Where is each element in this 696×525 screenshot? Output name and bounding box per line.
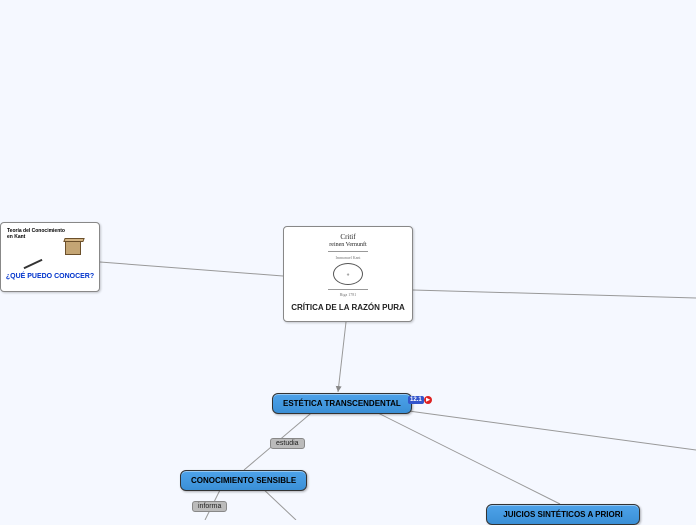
book-title-1: Critif xyxy=(340,233,355,241)
mindmap-canvas[interactable]: Teoría del Conocimiento en Kant ¿QUÉ PUE… xyxy=(0,0,696,520)
edge-label-estudia: estudia xyxy=(270,438,305,449)
node-root-caption: CRÍTICA DE LA RAZÓN PURA xyxy=(290,303,406,312)
node-left-caption: ¿QUÉ PUEDO CONOCER? xyxy=(5,273,95,281)
book-title-2: reinen Vernunft xyxy=(329,242,366,248)
juicios-label: JUICIOS SINTÉTICOS A PRIORI xyxy=(503,510,622,519)
box-icon xyxy=(65,241,81,255)
node-critica-razon-pura[interactable]: Critif reinen Vernunft Immanuel Kant ⚜ R… xyxy=(283,226,413,322)
badge-red-icon[interactable]: ▶ xyxy=(424,396,432,404)
node-que-puedo-conocer[interactable]: Teoría del Conocimiento en Kant ¿QUÉ PUE… xyxy=(0,222,100,292)
node-conocimiento-sensible[interactable]: CONOCIMIENTO SENSIBLE xyxy=(180,470,307,491)
estetica-label: ESTÉTICA TRANSCENDENTAL xyxy=(283,399,401,408)
pencil-icon xyxy=(24,259,43,269)
edge-label-informa: informa xyxy=(192,501,227,512)
kant-theory-image: Teoría del Conocimiento en Kant xyxy=(5,227,95,271)
node-estetica-transcendental[interactable]: ESTÉTICA TRANSCENDENTAL xyxy=(272,393,412,414)
book-stamp: ⚜ xyxy=(333,263,363,285)
badge-12-1[interactable]: 12.1 xyxy=(408,396,424,404)
img-text-2: en Kant xyxy=(7,234,25,240)
node-juicios-sinteticos[interactable]: JUICIOS SINTÉTICOS A PRIORI xyxy=(486,504,640,525)
conocimiento-label: CONOCIMIENTO SENSIBLE xyxy=(191,476,296,485)
book-cover-image: Critif reinen Vernunft Immanuel Kant ⚜ R… xyxy=(290,233,406,301)
